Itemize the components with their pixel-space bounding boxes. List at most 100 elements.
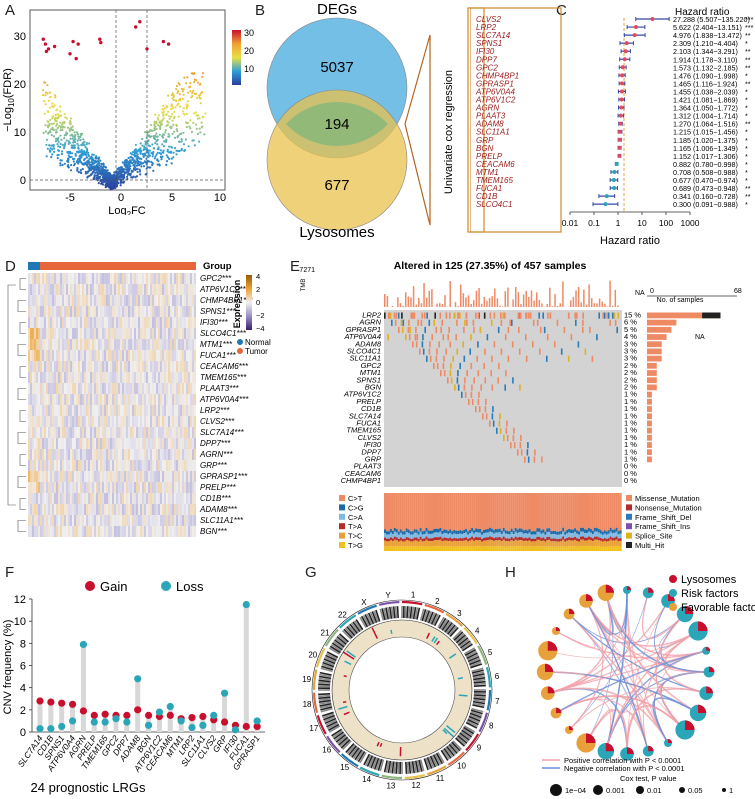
heat-cell <box>172 306 175 317</box>
cnv-bar <box>156 712 162 732</box>
heat-cell <box>60 460 63 471</box>
titv-segment <box>587 493 590 528</box>
heat-cell <box>94 449 97 460</box>
heat-cell <box>154 493 157 504</box>
heat-cell <box>150 394 153 405</box>
heat-cell <box>138 306 141 317</box>
titv-segment <box>500 546 503 551</box>
heat-cell <box>56 515 59 526</box>
heat-cell <box>38 339 41 350</box>
titv-segment <box>542 493 545 530</box>
volcano-point <box>79 150 82 153</box>
heat-cell <box>28 504 31 515</box>
volcano-point <box>79 135 82 139</box>
titv-segment <box>479 537 482 541</box>
y-tick: 4 <box>20 683 26 695</box>
heat-cell <box>46 515 49 526</box>
heat-cell <box>144 372 147 383</box>
titv-segment <box>580 531 583 537</box>
heat-cell <box>164 350 167 361</box>
heat-cell <box>192 438 195 449</box>
heat-cell <box>194 504 197 515</box>
heat-cell <box>150 306 153 317</box>
heat-cell <box>94 482 97 493</box>
heat-cell <box>176 493 179 504</box>
titv-segment <box>534 546 537 551</box>
tmb-bar <box>415 304 417 307</box>
volcano-point <box>199 131 202 134</box>
heat-cell <box>106 372 109 383</box>
mutation-cell <box>513 442 516 449</box>
titv-segment <box>536 531 539 537</box>
heat-cell <box>108 449 111 460</box>
heat-cell <box>194 427 197 438</box>
heat-cell <box>118 449 121 460</box>
titv-segment <box>401 493 404 532</box>
heat-cell <box>92 350 95 361</box>
tmb-bar <box>459 284 462 307</box>
mutation-cell <box>520 434 522 442</box>
volcano-point <box>131 162 134 165</box>
heat-cell <box>28 405 31 416</box>
tmb-bar <box>441 304 444 307</box>
heat-cell <box>66 482 69 493</box>
volcano-point <box>148 134 151 137</box>
heat-cell <box>86 284 89 295</box>
titv-segment <box>405 536 408 541</box>
volcano-point <box>193 112 196 115</box>
heat-cell <box>52 416 55 427</box>
heat-cell <box>60 295 63 306</box>
volcano-point <box>165 140 168 143</box>
heat-cell <box>90 482 93 493</box>
heat-cell <box>182 438 185 449</box>
significance: * <box>745 144 748 153</box>
heat-cell <box>132 306 135 317</box>
heat-cell <box>74 306 77 317</box>
volcano-point <box>51 148 54 151</box>
loss-point <box>220 689 229 697</box>
titv-segment <box>613 532 616 538</box>
heat-cell <box>142 284 145 295</box>
heat-cell <box>38 383 41 394</box>
heat-cell <box>70 471 73 482</box>
mutation-cell <box>391 319 393 326</box>
heat-cell <box>36 515 39 526</box>
titv-segment <box>520 546 523 551</box>
tmb-bar <box>475 290 478 307</box>
titv-segment <box>599 546 602 551</box>
heat-cell <box>38 427 41 438</box>
heat-cell <box>158 460 161 471</box>
titv-segment <box>457 530 460 535</box>
heat-cell <box>32 471 35 482</box>
volcano-point <box>158 133 161 136</box>
titv-segment <box>445 546 448 551</box>
heat-cell <box>192 449 195 460</box>
heat-cell <box>126 295 129 306</box>
mutation-cell <box>611 312 614 319</box>
mutation-cell <box>433 362 435 370</box>
heat-cell <box>128 482 131 493</box>
heat-cell <box>124 504 127 515</box>
heat-cell <box>106 350 109 361</box>
heat-cell <box>140 427 143 438</box>
gene-label: GPC2 <box>476 63 498 72</box>
titv-segment <box>580 527 583 532</box>
heat-cell <box>84 449 87 460</box>
heat-cell <box>132 526 135 537</box>
heat-cell <box>52 295 55 306</box>
volcano-point <box>73 136 76 139</box>
volcano-point <box>145 167 148 170</box>
heat-cell <box>124 405 127 416</box>
mutation-cell <box>470 391 473 398</box>
volcano-point <box>82 150 85 153</box>
heat-cell <box>170 273 173 284</box>
heat-cell <box>124 493 127 504</box>
heat-cell <box>74 383 77 394</box>
volcano-point <box>173 110 176 113</box>
heat-cell <box>30 493 33 504</box>
heat-cell <box>102 317 105 328</box>
titv-segment <box>568 537 571 541</box>
heat-cell <box>184 405 187 416</box>
heat-cell <box>156 394 159 405</box>
titv-segment <box>387 546 390 551</box>
